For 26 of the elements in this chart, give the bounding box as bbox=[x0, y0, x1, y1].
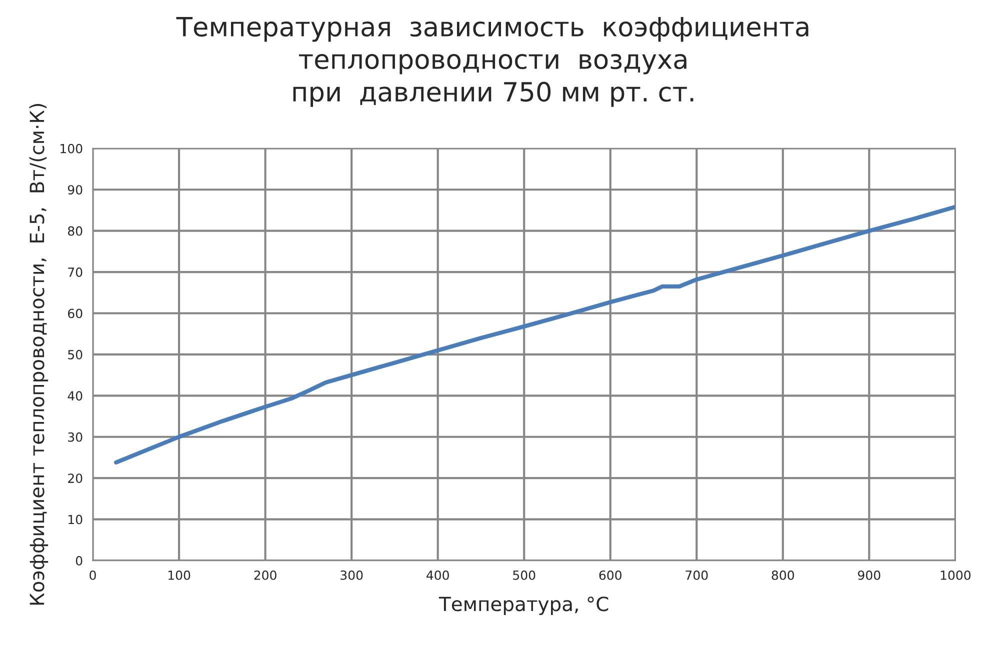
y-axis-title: Коэффициент теплопроводности, E-5, Вт/(см·К) bbox=[29, 104, 48, 605]
x-tick-label: 300 bbox=[340, 570, 363, 580]
y-tick-label: 10 bbox=[68, 514, 82, 524]
x-tick-label: 900 bbox=[858, 570, 880, 580]
x-tick-label: 100 bbox=[168, 570, 190, 580]
y-tick-label: 100 bbox=[60, 144, 82, 154]
y-tick-label: 40 bbox=[68, 391, 82, 401]
x-axis-title: Температура, °C bbox=[438, 596, 608, 616]
y-tick-label: 70 bbox=[68, 268, 82, 277]
y-tick-label: 50 bbox=[68, 350, 82, 360]
x-tick-label: 1000 bbox=[940, 570, 970, 580]
x-tick-label: 600 bbox=[599, 570, 622, 580]
y-tick-label: 20 bbox=[68, 474, 82, 484]
chart-title: Температурная зависимость коэффициента теплопроводности воздуха при давлении 750 мм рт. ст. bbox=[176, 17, 808, 107]
y-tick-label: 30 bbox=[68, 432, 82, 442]
y-tick-label: 80 bbox=[68, 226, 82, 236]
y-tick-label: 90 bbox=[68, 185, 82, 195]
x-tick-label: 500 bbox=[513, 570, 536, 580]
y-tick-label: 60 bbox=[68, 308, 82, 318]
x-tick-label: 800 bbox=[772, 570, 794, 580]
x-tick-label: 0 bbox=[90, 570, 96, 580]
y-tick-label: 0 bbox=[76, 556, 82, 566]
x-tick-label: 200 bbox=[254, 570, 276, 580]
x-tick-label: 400 bbox=[426, 570, 449, 580]
x-tick-label: 700 bbox=[686, 570, 708, 580]
line-series bbox=[114, 204, 956, 465]
